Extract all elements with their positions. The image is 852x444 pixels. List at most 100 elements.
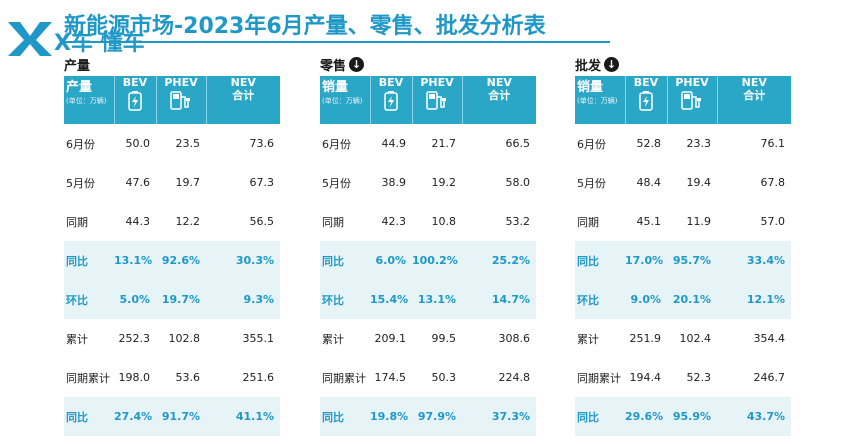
nev-value: 56.5: [249, 215, 275, 228]
table-row: 同比 17.0% 95.7% 33.4%: [575, 241, 791, 280]
table-row: 同期累计 194.4 52.3 246.7: [575, 358, 791, 397]
table-header-row: 销量 (单位：万辆) BEV PHEV NEV 合计: [575, 76, 791, 124]
phev-value: 102.4: [679, 332, 712, 345]
nev-value: 224.8: [498, 371, 531, 384]
nev-value: 66.5: [505, 137, 531, 150]
column-header-text: 合计: [232, 89, 255, 102]
nev-value: 58.0: [505, 176, 531, 189]
data-table: 产量 (单位：万辆) BEV PHEV NEV 合计 6月份 50.0 23.5 73.6 5月份 4…: [64, 76, 280, 436]
row-label: 同比: [575, 241, 625, 280]
row-label: 同比: [320, 241, 370, 280]
row-label: 同期: [322, 215, 344, 229]
table-row: 同比 6.0% 100.2% 25.2%: [320, 241, 536, 280]
phev-value: 12.2: [175, 215, 201, 228]
table-header-row: 销量 (单位：万辆) BEV PHEV NEV 合计: [320, 76, 536, 124]
table-row: 同期累计 198.0 53.6 251.6: [64, 358, 280, 397]
table-row: 累计 251.9 102.4 354.4: [575, 319, 791, 358]
column-header-text: PHEV: [675, 76, 709, 89]
table-row: 环比 9.0% 20.1% 12.1%: [575, 280, 791, 319]
bev-value: 251.9: [629, 332, 662, 345]
column-header-bev: BEV: [369, 76, 412, 124]
row-label: 同期: [66, 215, 88, 229]
table-row: 6月份 50.0 23.5 73.6: [64, 124, 280, 163]
phev-value: 20.1%: [667, 280, 717, 319]
phev-value: 53.6: [175, 371, 201, 384]
phev-value: 21.7: [431, 137, 457, 150]
section-label-production: 产量: [64, 55, 90, 74]
phev-value: 19.7: [175, 176, 201, 189]
nev-value: 9.3%: [206, 280, 280, 319]
column-header-text: BEV: [122, 76, 148, 89]
table-row: 累计 209.1 99.5 308.6: [320, 319, 536, 358]
unit-label: (单位：万辆): [577, 97, 618, 105]
bev-value: 198.0: [118, 371, 151, 384]
row-label: 同期累计: [577, 371, 621, 385]
row-label: 同比: [64, 241, 114, 280]
row-label: 环比: [575, 280, 625, 319]
header-label-cell: 销量 (单位：万辆): [575, 76, 625, 124]
phev-value: 100.2%: [412, 241, 462, 280]
table-row: 同比 27.4% 91.7% 41.1%: [64, 397, 280, 436]
bev-value: 5.0%: [114, 280, 156, 319]
phev-value: 95.9%: [667, 397, 717, 436]
row-label: 环比: [320, 280, 370, 319]
bev-value: 209.1: [374, 332, 407, 345]
bev-value: 15.4%: [370, 280, 412, 319]
bev-value: 29.6%: [625, 397, 667, 436]
phev-value: 92.6%: [156, 241, 206, 280]
column-header-text: BEV: [378, 76, 404, 89]
table-row: 同期 44.3 12.2 56.5: [64, 202, 280, 241]
phev-value: 23.5: [175, 137, 201, 150]
phev-value: 23.3: [686, 137, 712, 150]
nev-value: 43.7%: [717, 397, 791, 436]
column-header-bev: BEV: [113, 76, 156, 124]
bev-value: 252.3: [118, 332, 151, 345]
column-header-text: NEV: [741, 76, 767, 89]
column-header-nev: NEV 合计: [205, 76, 280, 124]
row-label: 6月份: [66, 137, 95, 151]
bev-value: 44.9: [381, 137, 407, 150]
table-row: 同期累计 174.5 50.3 224.8: [320, 358, 536, 397]
nev-value: 354.4: [753, 332, 786, 345]
section-label-wholesale: 批发 ↓: [575, 55, 620, 74]
plug-in-hybrid-icon: [157, 91, 206, 111]
phev-value: 95.7%: [667, 241, 717, 280]
arrow-down-icon: ↓: [349, 57, 365, 72]
header-label: 销量: [577, 80, 604, 95]
phev-value: 99.5: [431, 332, 457, 345]
row-label: 6月份: [577, 137, 606, 151]
row-label: 同比: [575, 397, 625, 436]
table-header-row: 产量 (单位：万辆) BEV PHEV NEV 合计: [64, 76, 280, 124]
page-title: 新能源市场-2023年6月产量、零售、批发分析表: [64, 14, 546, 39]
unit-label: (单位：万辆): [66, 97, 107, 105]
row-label: 同期累计: [322, 371, 366, 385]
battery-icon: [626, 91, 667, 111]
data-table: 销量 (单位：万辆) BEV PHEV NEV 合计 6月份 52.8 23.3 76.1 5月份 4…: [575, 76, 791, 436]
column-header-nev: NEV 合计: [716, 76, 791, 124]
bev-value: 17.0%: [625, 241, 667, 280]
row-label: 同比: [320, 397, 370, 436]
row-label: 同期: [577, 215, 599, 229]
nev-value: 67.3: [249, 176, 275, 189]
phev-value: 19.2: [431, 176, 457, 189]
bev-value: 27.4%: [114, 397, 156, 436]
column-header-nev: NEV 合计: [461, 76, 536, 124]
phev-value: 50.3: [431, 371, 457, 384]
table-row: 同比 29.6% 95.9% 43.7%: [575, 397, 791, 436]
table-row: 同期 45.1 11.9 57.0: [575, 202, 791, 241]
row-label: 累计: [322, 332, 344, 346]
bev-value: 19.8%: [370, 397, 412, 436]
nev-value: 33.4%: [717, 241, 791, 280]
row-label: 同期累计: [66, 371, 110, 385]
brand-logo: X车 懂车: [8, 22, 145, 56]
table-row: 累计 252.3 102.8 355.1: [64, 319, 280, 358]
battery-icon: [115, 91, 156, 111]
phev-value: 11.9: [686, 215, 712, 228]
section-label-text: 产量: [64, 59, 91, 74]
bev-value: 42.3: [381, 215, 407, 228]
column-header-text: 合计: [743, 89, 766, 102]
nev-value: 246.7: [753, 371, 786, 384]
nev-value: 355.1: [242, 332, 275, 345]
column-header-text: NEV: [486, 76, 512, 89]
nev-value: 25.2%: [462, 241, 536, 280]
